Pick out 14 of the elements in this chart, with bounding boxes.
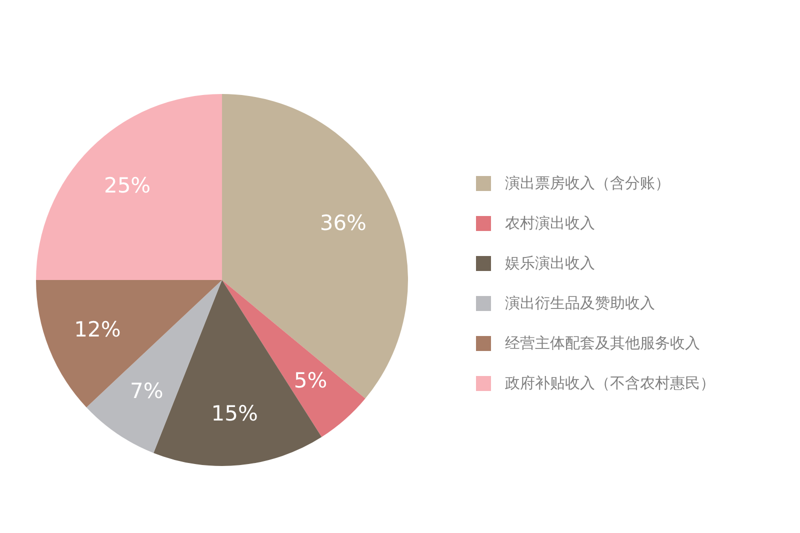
data-label: 12% — [74, 317, 121, 342]
data-label: 5% — [294, 368, 328, 392]
pie-slice — [36, 94, 222, 280]
legend-label: 农村演出收入 — [505, 214, 595, 232]
data-label: 25% — [104, 173, 151, 198]
legend-label: 演出衍生品及赞助收入 — [505, 294, 655, 312]
legend-label: 娱乐演出收入 — [505, 254, 595, 272]
pie-slice — [222, 94, 408, 399]
legend-label: 政府补贴收入（不含农村惠民） — [505, 374, 715, 392]
data-label: 15% — [211, 401, 258, 426]
legend-label: 演出票房收入（含分账） — [505, 174, 670, 192]
data-label: 36% — [320, 210, 367, 235]
legend-label: 经营主体配套及其他服务收入 — [505, 334, 700, 352]
data-label: 7% — [130, 378, 164, 403]
